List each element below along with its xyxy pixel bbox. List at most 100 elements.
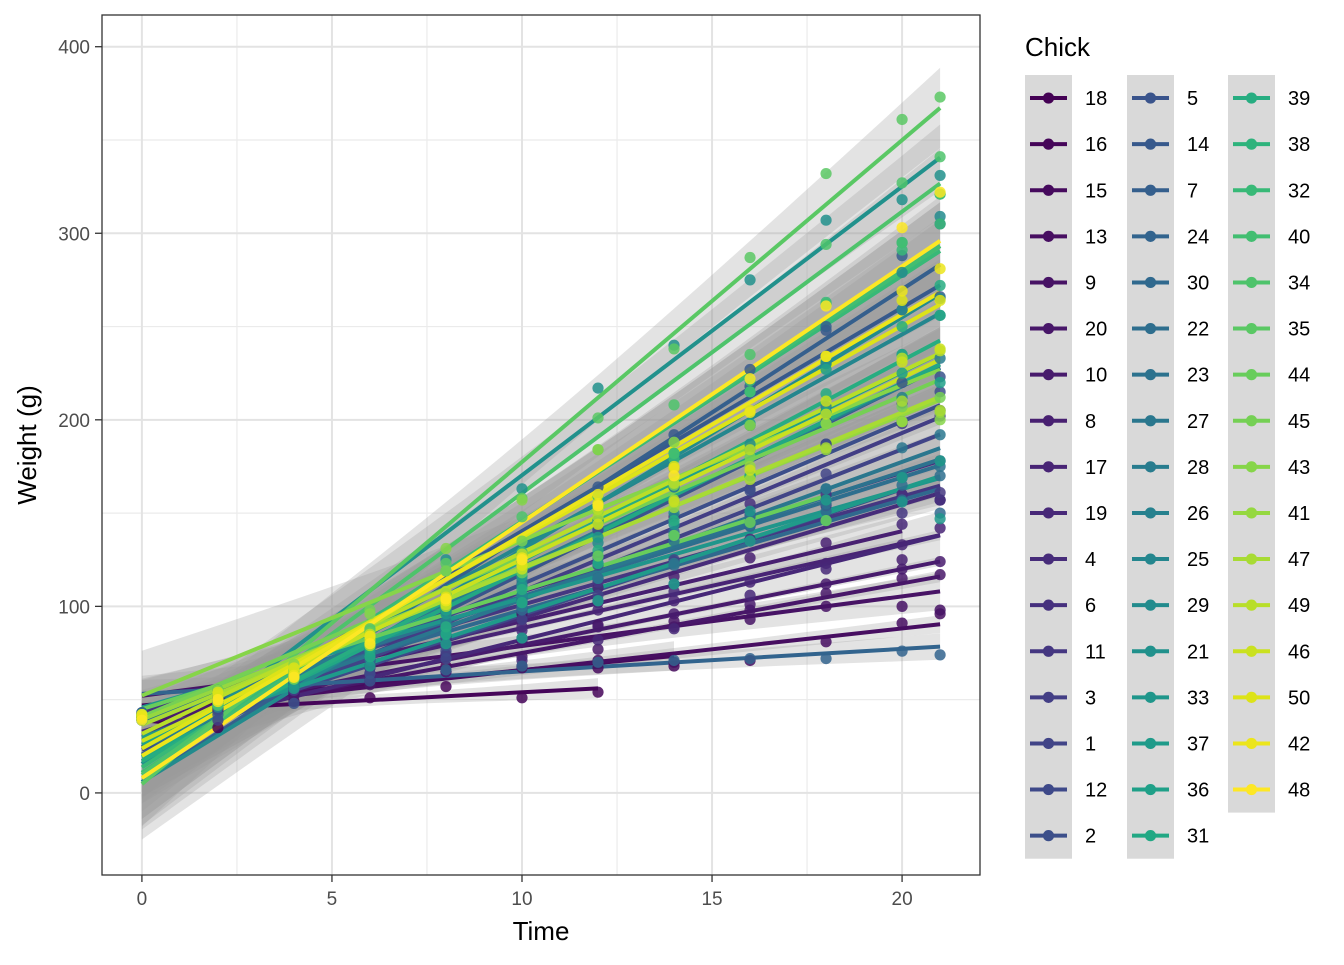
legend-key-point (1144, 369, 1157, 381)
data-point-chick-10 (820, 578, 832, 590)
data-point-chick-48 (934, 186, 946, 198)
legend-key-point (1245, 737, 1258, 750)
data-point-chick-22 (934, 470, 946, 482)
data-point-chick-48 (744, 373, 756, 385)
fit-line-chick-49 (141, 351, 941, 736)
legend-key-point (1245, 691, 1258, 703)
data-point-chick-49 (744, 444, 756, 456)
data-point-chick-43 (440, 542, 452, 555)
data-point-chick-20 (820, 587, 832, 599)
data-point-chick-1 (516, 613, 528, 626)
data-point-chick-42 (934, 263, 946, 275)
legend-key-point (1245, 369, 1258, 381)
data-point-chick-21 (744, 274, 756, 286)
data-point-chick-9 (820, 600, 832, 612)
data-point-chick-20 (592, 643, 604, 655)
data-point-chick-48 (896, 222, 908, 234)
data-point-chick-21 (592, 382, 604, 394)
x-tick-label: 0 (137, 889, 148, 910)
legend-label: 29 (1187, 595, 1209, 617)
legend-key-point (1042, 276, 1055, 289)
legend-label: 18 (1085, 88, 1107, 110)
legend-label: 49 (1288, 595, 1310, 617)
data-point-chick-43 (516, 494, 528, 506)
data-point-chick-40 (896, 236, 908, 249)
data-point-chick-35 (592, 412, 604, 424)
legend-key-point (1144, 322, 1157, 335)
legend-label: 5 (1187, 88, 1198, 110)
data-point-chick-34 (820, 238, 832, 251)
legend-key-point (1245, 507, 1258, 519)
legend-key-point (1144, 507, 1157, 519)
data-point-chick-24 (820, 653, 832, 665)
data-point-chick-46 (820, 395, 832, 407)
data-point-chick-16 (592, 686, 604, 698)
legend-key-point (1042, 322, 1055, 335)
data-point-chick-39 (668, 514, 680, 527)
legend-key-point (1042, 230, 1055, 242)
legend-key-point (1042, 92, 1055, 104)
y-tick-label: 0 (79, 784, 90, 805)
data-point-chick-17 (934, 522, 946, 534)
legend-key-point (1042, 184, 1055, 196)
data-point-chick-42 (820, 350, 832, 362)
data-point-chick-9 (934, 604, 946, 616)
data-point-chick-27 (896, 442, 908, 454)
legend-label: 13 (1085, 226, 1107, 248)
data-point-chick-19 (668, 623, 680, 635)
legend-label: 11 (1085, 641, 1106, 663)
data-point-chick-31 (516, 597, 528, 609)
data-point-chick-16 (364, 692, 376, 704)
legend-label: 27 (1187, 411, 1209, 433)
legend-label: 3 (1085, 687, 1096, 709)
data-point-chick-46 (896, 356, 908, 368)
y-tick-label: 100 (58, 597, 90, 618)
legend-label: 46 (1288, 641, 1310, 663)
data-point-chick-21 (516, 483, 528, 495)
data-point-chick-32 (934, 218, 946, 230)
data-point-chick-36 (896, 367, 908, 379)
data-point-chick-48 (288, 671, 300, 683)
legend-label: 15 (1085, 180, 1107, 202)
legend-label: 33 (1187, 687, 1209, 709)
data-point-chick-21 (820, 214, 832, 226)
legend-key-point (1245, 276, 1258, 289)
data-point-chick-46 (934, 343, 946, 355)
x-tick-label: 20 (892, 889, 913, 910)
legend-key-point (1144, 645, 1157, 657)
data-point-chick-34 (516, 511, 528, 523)
data-point-chick-42 (896, 285, 908, 297)
data-point-chick-5 (288, 697, 300, 709)
data-point-chick-48 (516, 554, 528, 566)
data-point-chick-35 (896, 113, 908, 126)
legend-key-point (1042, 553, 1055, 565)
data-point-chick-46 (668, 496, 680, 508)
legend-label: 23 (1187, 365, 1209, 387)
data-point-chick-16 (516, 692, 528, 704)
data-point-chick-24 (592, 656, 604, 668)
legend-label: 38 (1288, 134, 1310, 156)
data-point-chick-49 (820, 408, 832, 420)
legend-label: 37 (1187, 733, 1209, 755)
data-point-chick-13 (896, 617, 908, 629)
legend-label: 45 (1288, 411, 1310, 433)
data-point-chick-34 (668, 399, 680, 411)
data-point-chick-48 (820, 300, 832, 312)
data-point-chick-17 (896, 539, 908, 551)
data-point-chick-7 (820, 320, 832, 333)
data-point-chick-36 (820, 363, 832, 376)
data-point-chick-13 (820, 636, 832, 648)
legend-key-point (1144, 415, 1157, 427)
fit-line-chick-29 (140, 292, 942, 784)
data-point-chick-24 (516, 660, 528, 672)
data-point-chick-35 (934, 91, 946, 103)
data-point-chick-21 (896, 194, 908, 206)
legend-label: 4 (1085, 549, 1096, 571)
legend-label: 44 (1288, 365, 1310, 387)
legend-key-point (1042, 461, 1055, 473)
data-point-chick-50 (934, 294, 946, 307)
data-point-chick-12 (440, 653, 452, 665)
data-point-chick-36 (934, 376, 946, 389)
data-point-chick-43 (364, 608, 376, 620)
